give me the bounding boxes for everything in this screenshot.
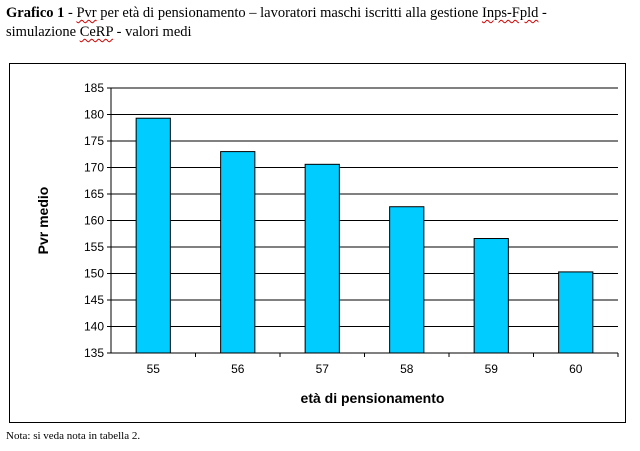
footnote: Nota: si veda nota in tabella 2. bbox=[6, 430, 141, 442]
bar bbox=[389, 206, 425, 354]
caption-text-3: simulazione bbox=[6, 24, 80, 40]
y-tick-label: 160 bbox=[84, 214, 104, 228]
y-axis-title: Pvr medio bbox=[35, 187, 51, 255]
x-tick-label: 58 bbox=[400, 362, 414, 376]
y-tick-label: 180 bbox=[84, 108, 104, 122]
x-tick-label: 56 bbox=[231, 362, 245, 376]
y-tick-label: 165 bbox=[84, 187, 104, 201]
caption-text-1: per età di pensionamento – lavoratori ma… bbox=[96, 5, 482, 21]
x-tick-label: 55 bbox=[147, 362, 161, 376]
y-tick-label: 145 bbox=[84, 293, 104, 307]
caption-cerp: CeRP bbox=[79, 24, 114, 40]
caption-pvr: Pvr bbox=[76, 5, 97, 21]
bar bbox=[135, 117, 171, 354]
x-tick-label: 57 bbox=[316, 362, 330, 376]
x-axis-title: età di pensionamento bbox=[301, 390, 445, 406]
chart-caption: Grafico 1 - Pvr per età di pensionamento… bbox=[6, 4, 634, 42]
caption-sep: - bbox=[64, 5, 77, 21]
bar bbox=[304, 163, 340, 354]
chart-frame: 135 140 145 150 155 160 165 170 175 180 185 55 56 57 5… bbox=[9, 63, 626, 423]
x-tick-label: 59 bbox=[485, 362, 499, 376]
y-tick-label: 155 bbox=[84, 240, 104, 254]
bar-chart: 135 140 145 150 155 160 165 170 175 180 185 55 56 57 5… bbox=[35, 81, 619, 406]
caption-label: Grafico 1 bbox=[6, 5, 65, 21]
bar bbox=[473, 238, 509, 354]
bar bbox=[558, 271, 594, 354]
caption-inps: Inps-Fpld bbox=[481, 5, 539, 21]
caption-text-4: - valori medi bbox=[113, 24, 192, 40]
y-tick-label: 175 bbox=[84, 134, 104, 148]
bar bbox=[220, 151, 256, 354]
y-tick-label: 135 bbox=[84, 346, 104, 360]
y-tick-label: 150 bbox=[84, 267, 104, 281]
x-tick-label: 60 bbox=[569, 362, 583, 376]
y-tick-label: 185 bbox=[84, 81, 104, 95]
caption-text-2: - bbox=[538, 5, 547, 21]
y-tick-label: 140 bbox=[84, 320, 104, 334]
y-tick-label: 170 bbox=[84, 161, 104, 175]
